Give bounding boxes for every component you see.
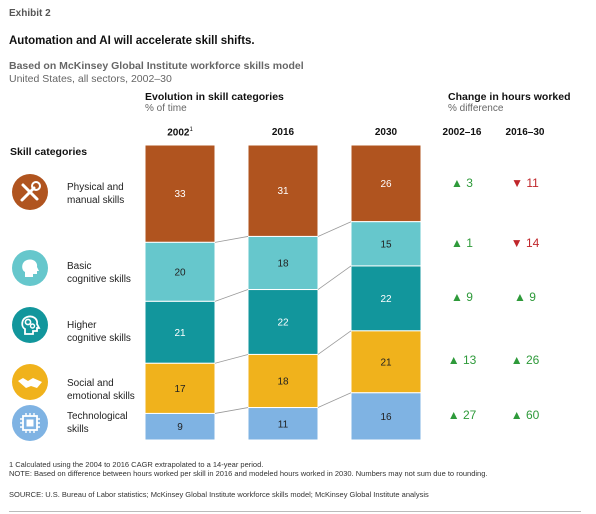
data-label-2016-2: 22 [277, 318, 289, 329]
bar-segment-2002-3 [144, 362, 216, 414]
up-arrow-icon: ▲ [510, 353, 523, 367]
data-label-2016-0: 31 [277, 186, 289, 197]
data-label-2002-4: 9 [177, 422, 183, 433]
tools-icon [12, 174, 48, 210]
change-subheader: % difference [448, 103, 504, 114]
change-higher-cognitive-2016-30: ▲ 9 [514, 290, 536, 304]
change-physical-2002-16: ▲ 3 [451, 176, 473, 190]
up-arrow-icon: ▲ [447, 353, 460, 367]
skill-categories-label: Skill categories [10, 146, 88, 158]
head-icon [12, 250, 48, 286]
connector-line [317, 265, 352, 290]
connector-line [214, 354, 249, 364]
data-label-2030-0: 26 [380, 179, 392, 190]
chart-title: Automation and AI will accelerate skill … [9, 35, 255, 47]
source-note: SOURCE: U.S. Bureau of Labor statistics;… [9, 490, 429, 499]
data-label-2002-0: 33 [174, 189, 186, 200]
handshake-icon [12, 364, 48, 400]
up-arrow-icon: ▲ [447, 408, 460, 422]
down-arrow-icon: ▼ [511, 176, 524, 190]
connector-line [214, 289, 249, 302]
data-label-2030-2: 22 [380, 294, 392, 305]
up-arrow-icon: ▲ [510, 408, 523, 422]
data-label-2016-1: 18 [277, 259, 289, 270]
change-social-emotional-2002-16: ▲ 13 [447, 353, 477, 367]
data-label-2016-4: 11 [278, 419, 289, 430]
change-technological-2002-16: ▲ 27 [447, 408, 477, 422]
gears-head-icon [12, 307, 48, 343]
bar-segment-2002-4 [144, 412, 216, 441]
column-header-2002-16: 2002–16 [442, 127, 482, 138]
chart-scope: United States, all sectors, 2002–30 [9, 73, 172, 85]
connector-line [317, 330, 352, 355]
up-arrow-icon: ▲ [451, 290, 463, 304]
bottom-divider [9, 511, 581, 512]
change-basic-cognitive-2016-30: ▼ 14 [510, 236, 540, 250]
bar-segment-2016-2 [247, 289, 319, 355]
evolution-header: Evolution in skill categories [145, 91, 284, 103]
chart-subtitle: Based on McKinsey Global Institute workf… [9, 60, 304, 72]
data-label-2002-3: 17 [174, 384, 186, 395]
skill-label-social-emotional: Social and emotional skills [67, 378, 135, 402]
up-arrow-icon: ▲ [514, 290, 526, 304]
bar-segment-2030-2 [350, 265, 422, 332]
bar-segment-2016-3 [247, 353, 319, 409]
footnote-note: NOTE: Based on difference between hours … [9, 469, 488, 478]
up-arrow-icon: ▲ [451, 236, 463, 250]
footnote-1: 1 Calculated using the 2004 to 2016 CAGR… [9, 460, 264, 469]
exhibit-label: Exhibit 2 [9, 8, 51, 19]
bar-segment-2002-0 [144, 144, 216, 243]
change-basic-cognitive-2002-16: ▲ 1 [451, 236, 473, 250]
skill-label-technological: Technological skills [67, 411, 128, 435]
up-arrow-icon: ▲ [451, 176, 463, 190]
bar-segment-2016-0 [247, 144, 319, 237]
column-header-2002: 20021 [167, 127, 193, 139]
data-label-2016-3: 18 [277, 377, 289, 388]
evolution-subheader: % of time [145, 103, 187, 114]
data-label-2030-1: 15 [380, 239, 392, 250]
bar-segment-2016-4 [247, 407, 319, 441]
bar-segment-2002-2 [144, 300, 216, 364]
column-header-2016: 2016 [271, 127, 295, 138]
change-header: Change in hours worked [448, 91, 571, 103]
column-header-2030: 2030 [374, 127, 398, 138]
bar-segment-2030-1 [350, 221, 422, 267]
change-higher-cognitive-2002-16: ▲ 9 [451, 290, 473, 304]
connector-line [317, 221, 352, 237]
chip-icon [12, 405, 48, 441]
skill-label-physical: Physical and manual skills [67, 182, 125, 206]
data-label-2002-2: 21 [174, 328, 186, 339]
bar-segment-2002-1 [144, 241, 216, 302]
bar-segment-2030-0 [350, 144, 422, 223]
data-label-2030-4: 16 [380, 412, 392, 423]
connector-line [214, 407, 249, 414]
connector-line [317, 392, 352, 408]
bar-segment-2030-3 [350, 330, 422, 394]
bar-segment-2016-1 [247, 235, 319, 291]
data-label-2030-3: 21 [380, 357, 392, 368]
column-header-2016-30: 2016–30 [505, 127, 545, 138]
change-social-emotional-2016-30: ▲ 26 [510, 353, 540, 367]
skill-label-higher-cognitive: Higher cognitive skills [67, 320, 131, 344]
skill-label-basic-cognitive: Basic cognitive skills [67, 261, 131, 285]
bar-segment-2030-4 [350, 392, 422, 441]
change-physical-2016-30: ▼ 11 [511, 176, 539, 190]
connector-line [214, 236, 249, 243]
change-technological-2016-30: ▲ 60 [510, 408, 540, 422]
data-label-2002-1: 20 [174, 267, 186, 278]
down-arrow-icon: ▼ [510, 236, 523, 250]
